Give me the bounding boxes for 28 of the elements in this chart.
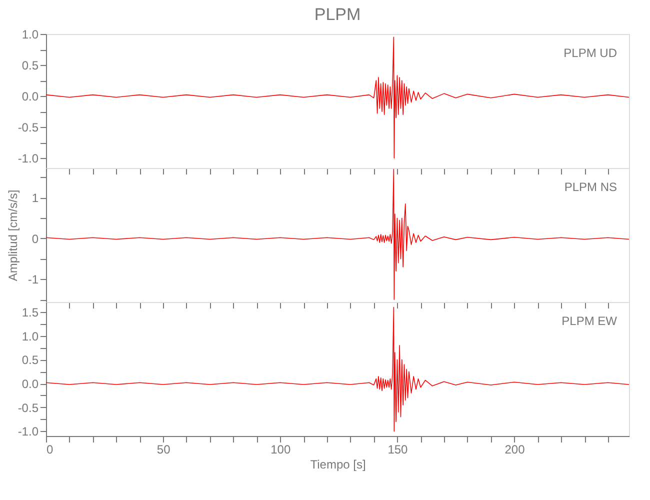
y-tick-label: 0.5 (22, 353, 39, 368)
y-tick-label: 1.5 (22, 306, 39, 320)
y-tick-label: 1.0 (22, 329, 39, 344)
y-tick-label: 0.0 (22, 90, 39, 104)
y-tick-label: 0.0 (22, 377, 39, 392)
x-tick-label: 50 (156, 442, 171, 456)
y-tick-label: 1 (32, 191, 39, 206)
annotation: PLPM EW (562, 314, 618, 328)
y-axis-title: Amplitud [cm/s/s] (6, 190, 20, 282)
x-tick-label: 150 (388, 442, 408, 456)
y-tick-label: 1.0 (22, 28, 39, 42)
y-tick-label: -1 (28, 272, 39, 287)
annotation: PLPM NS (564, 180, 617, 194)
y-tick-label: 0.5 (22, 58, 39, 73)
line-series (46, 36, 629, 158)
annotation: PLPM UD (564, 46, 618, 60)
x-tick-label: 0 (46, 442, 54, 456)
x-axis-title: Tiempo [s] (310, 458, 366, 472)
chart-title: PLPM (314, 5, 361, 24)
y-tick-label: -1.0 (18, 152, 39, 166)
y-tick-label: -1.0 (18, 424, 39, 439)
line-series (46, 306, 629, 432)
x-tick-label: 200 (504, 442, 526, 456)
y-tick-label: -0.5 (18, 400, 39, 415)
x-tick-label: 100 (270, 442, 291, 456)
line-series (46, 168, 629, 300)
y-tick-label: -0.5 (18, 120, 39, 135)
y-tick-label: 0 (32, 232, 39, 246)
